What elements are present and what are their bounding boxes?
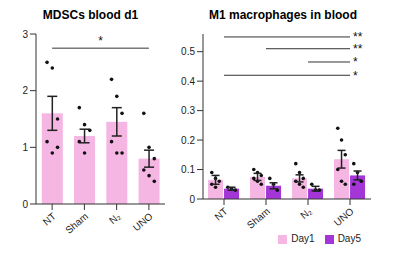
html-text:Day1: Day1: [291, 233, 315, 244]
svg-text:*: *: [353, 55, 358, 69]
svg-text:2: 2: [22, 85, 28, 96]
svg-text:0: 0: [189, 194, 195, 205]
svg-text:*: *: [353, 69, 358, 83]
svg-text:3: 3: [22, 29, 28, 40]
html-text:M1 macrophages in blood: M1 macrophages in blood: [209, 8, 357, 22]
svg-text:**: **: [353, 42, 363, 56]
svg-text:0.2: 0.2: [181, 135, 195, 146]
svg-text:UNO: UNO: [131, 210, 155, 233]
svg-text:0.4: 0.4: [181, 76, 195, 87]
svg-text:NT: NT: [213, 206, 230, 223]
svg-text:UNO: UNO: [332, 205, 356, 228]
svg-text:NT: NT: [41, 211, 58, 228]
svg-text:Sham: Sham: [245, 206, 272, 231]
svg-text:0.5: 0.5: [181, 46, 195, 57]
svg-text:0.1: 0.1: [181, 164, 195, 175]
svg-text:Sham: Sham: [63, 211, 90, 236]
svg-text:N₂: N₂: [107, 210, 123, 226]
html-text:MDSCs blood d1: MDSCs blood d1: [42, 8, 139, 22]
svg-text:1: 1: [22, 142, 28, 153]
svg-text:*: *: [98, 34, 103, 48]
svg-text:0.3: 0.3: [181, 105, 195, 116]
html-text:Day5: Day5: [337, 233, 361, 244]
svg-text:0: 0: [22, 199, 28, 210]
svg-text:N₂: N₂: [298, 205, 314, 221]
